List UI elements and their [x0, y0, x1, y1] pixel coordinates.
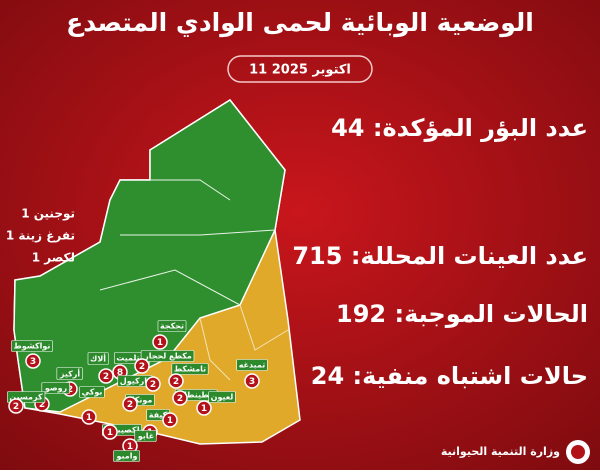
marker-circle	[81, 409, 97, 425]
marker-label: روصو	[44, 384, 68, 393]
marker-count: 2	[67, 385, 73, 395]
marker-label-box	[11, 340, 53, 352]
marker-circle	[8, 398, 24, 414]
marker-circle	[102, 424, 118, 440]
marker: تمبدغه 3	[236, 359, 268, 389]
marker-label-box	[140, 350, 195, 362]
marker-count: 3	[30, 357, 36, 367]
marker-label-box	[41, 382, 70, 394]
date-pill	[227, 55, 373, 83]
marker-circle	[168, 373, 184, 389]
marker-circle	[122, 396, 138, 412]
marker-label: تامشكط	[174, 365, 206, 374]
marker-label-box	[157, 320, 187, 332]
marker-label: بوتلميت	[116, 354, 147, 363]
marker: نواكشوط 3	[11, 340, 53, 369]
marker-label-box	[208, 391, 236, 403]
marker: بوكي 1	[79, 386, 105, 425]
marker-count: 1	[107, 428, 113, 438]
marker-label-box	[56, 367, 83, 380]
marker-label-box	[113, 450, 140, 462]
marker-label-box	[236, 359, 268, 371]
marker: باركيول 2	[117, 375, 161, 392]
stat: الحالات الموجبة: 192	[336, 300, 588, 328]
marker-label: غابو	[137, 432, 155, 441]
note: تفرغ زينة 1	[6, 229, 75, 243]
region-borders	[99, 179, 276, 306]
marker-circle	[134, 358, 150, 374]
marker-label-box	[134, 430, 157, 442]
marker-count: 2	[39, 400, 45, 410]
marker-label-box	[171, 363, 209, 375]
marker-circle	[98, 368, 114, 384]
marker-count: 2	[13, 402, 19, 412]
marker: لعيون 1	[196, 391, 236, 416]
marker-count: 2	[139, 362, 145, 372]
marker-count: 8	[117, 368, 123, 378]
marker-count: 2	[127, 400, 133, 410]
marker-circle	[162, 412, 178, 428]
marker-count: 3	[249, 377, 255, 387]
marker: تامشكط 2	[168, 363, 209, 389]
marker-label: نواكشوط	[14, 342, 51, 351]
title: الوضعية الوبائية لحمى الوادي المتصدع	[66, 8, 534, 38]
stat: حالات اشتباه منفية: 24	[311, 362, 588, 390]
marker: غابو 1	[122, 430, 157, 454]
ministry-logo	[571, 445, 585, 459]
markers: تجكجة1تمبدغه3نواكشوط3أركيز2روصو2كرمسين2ب…	[7, 320, 268, 462]
marker-label: كيفة	[149, 411, 168, 420]
marker-count: 1	[86, 413, 92, 423]
marker-count: 1	[167, 416, 173, 426]
region-borders	[199, 304, 289, 381]
marker-circle	[25, 353, 41, 369]
date: 11 اكتوبر 2025	[249, 63, 351, 78]
marker-label: مكطع لحجار	[143, 352, 192, 361]
marker-circle	[196, 400, 212, 416]
marker-count: 2	[173, 377, 179, 387]
marker-label: تمبدغه	[239, 361, 266, 370]
marker-count: 1	[201, 404, 207, 414]
marker: تجكجة 1	[152, 320, 187, 350]
marker-count: 2	[150, 380, 156, 390]
marker-label: لعيون	[211, 393, 234, 402]
marker-label-box	[87, 352, 109, 365]
marker-circle	[152, 334, 168, 350]
note: توجنين 1	[21, 207, 75, 222]
marker-count: 1	[127, 442, 133, 452]
marker-count: 2	[103, 372, 109, 382]
marker-circle	[172, 390, 188, 406]
marker-label: أركيز	[59, 369, 81, 379]
note: لكصر 1	[32, 251, 75, 265]
marker-label: ألاك	[90, 354, 106, 364]
marker-circle	[145, 376, 161, 392]
marker-label: كرمسين	[9, 393, 43, 402]
marker-label-box	[79, 386, 105, 398]
marker-label: لكصيبه 1	[104, 426, 139, 435]
footer: وزارة التنمية الحيوانية	[441, 445, 560, 458]
marker-label: وامبو	[116, 452, 138, 461]
marker-circle	[244, 373, 260, 389]
marker-label: تجكجة	[160, 322, 184, 331]
marker-count: 2	[177, 394, 183, 404]
marker-label: الطينطان	[177, 391, 215, 400]
stat: عدد البؤر المؤكدة: 44	[331, 114, 588, 142]
marker-label: مونكل	[128, 396, 153, 405]
stat: عدد العينات المحللة: 715	[292, 242, 588, 270]
marker-count: 1	[157, 338, 163, 348]
marker-label: بوكي	[82, 388, 103, 397]
marker-label: باركيول	[120, 377, 151, 386]
